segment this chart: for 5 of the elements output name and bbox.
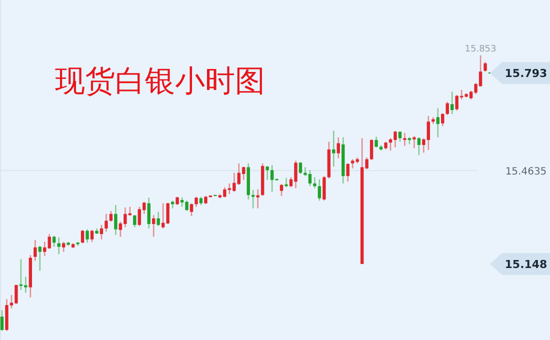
text: 现货白银小时图 — [55, 65, 265, 98]
annotation: 15.853 — [464, 44, 496, 54]
y-tick-label: 15.4635 — [505, 166, 547, 178]
y-tick-label: 15.793 — [504, 67, 548, 80]
y-tick-label: 15.148 — [504, 258, 548, 271]
